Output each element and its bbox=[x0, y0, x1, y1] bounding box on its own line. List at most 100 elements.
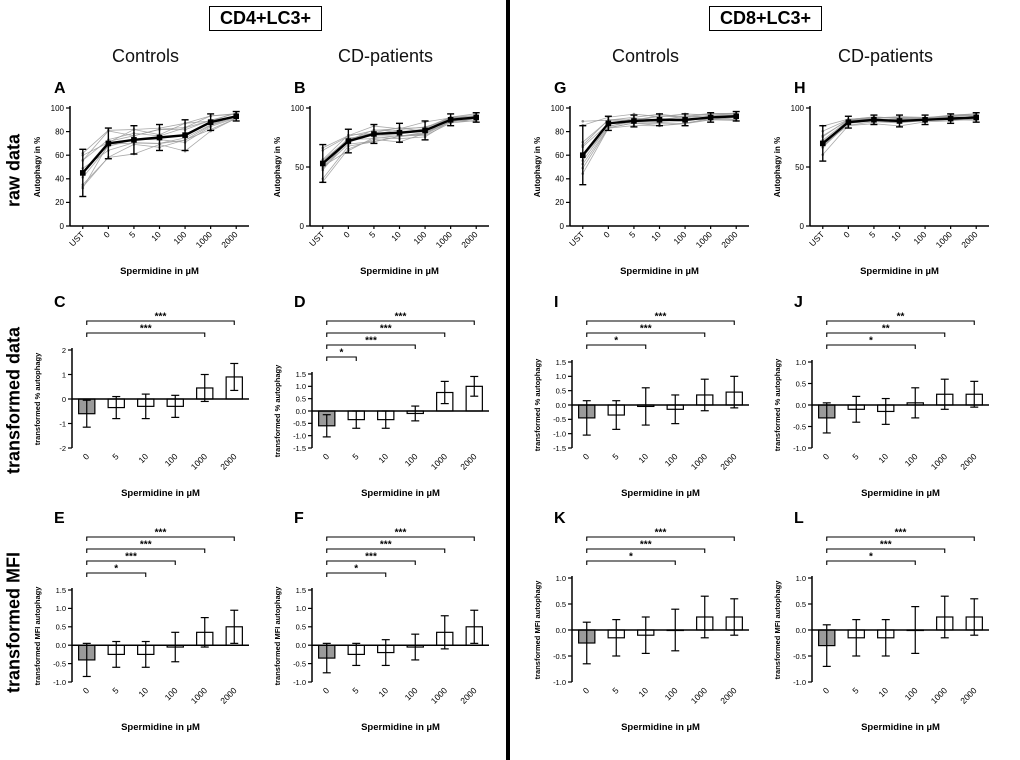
svg-text:100: 100 bbox=[903, 451, 920, 468]
svg-text:80: 80 bbox=[555, 127, 564, 136]
svg-text:0: 0 bbox=[62, 395, 66, 404]
svg-text:1000: 1000 bbox=[689, 451, 710, 472]
panel-letter-K: K bbox=[554, 510, 566, 527]
svg-text:0: 0 bbox=[321, 451, 332, 462]
svg-text:***: *** bbox=[380, 324, 392, 335]
svg-text:2000: 2000 bbox=[719, 229, 740, 250]
svg-text:100: 100 bbox=[671, 229, 688, 246]
svg-text:0: 0 bbox=[581, 451, 592, 462]
svg-text:2: 2 bbox=[62, 346, 66, 355]
svg-text:0: 0 bbox=[601, 229, 612, 240]
svg-text:-1.0: -1.0 bbox=[553, 429, 566, 438]
svg-text:*: * bbox=[354, 564, 358, 575]
chart-C: -2 -1 0 1 2 0 5 10 100 1000 2000 ****** transformed … bbox=[33, 312, 249, 499]
svg-text:10: 10 bbox=[376, 451, 390, 465]
svg-text:5: 5 bbox=[610, 685, 621, 696]
panel-I: I -1.5 -1.0 -0.5 0.0 0.5 1.0 1.5 0 5 10 100 1000 2000… bbox=[528, 294, 763, 504]
svg-text:0: 0 bbox=[341, 229, 352, 240]
svg-text:0: 0 bbox=[81, 685, 92, 696]
svg-text:Spermidine in µM: Spermidine in µM bbox=[620, 266, 699, 277]
svg-text:***: *** bbox=[395, 312, 407, 323]
svg-text:*: * bbox=[340, 348, 344, 359]
svg-text:***: *** bbox=[640, 540, 652, 551]
svg-text:10: 10 bbox=[636, 451, 650, 465]
panel-J: J -1.0 -0.5 0.0 0.5 1.0 0 5 10 100 1000 2000 ** ** * tr… bbox=[768, 294, 1003, 504]
svg-text:Spermidine in µM: Spermidine in µM bbox=[121, 488, 200, 499]
panel-letter-E: E bbox=[54, 510, 65, 527]
svg-text:10: 10 bbox=[649, 229, 663, 243]
panel-letter-H: H bbox=[794, 80, 806, 97]
svg-text:***: *** bbox=[155, 528, 167, 539]
svg-text:transformed MFI autophagy: transformed MFI autophagy bbox=[273, 586, 282, 686]
svg-text:-1.0: -1.0 bbox=[293, 678, 306, 687]
svg-text:-1.5: -1.5 bbox=[293, 444, 306, 453]
svg-text:-0.5: -0.5 bbox=[293, 419, 306, 428]
svg-text:*: * bbox=[614, 336, 618, 347]
svg-text:0: 0 bbox=[800, 222, 805, 231]
panel-letter-C: C bbox=[54, 294, 66, 311]
group-header-cd8: CD8+LC3+ bbox=[528, 6, 1003, 31]
svg-text:UST: UST bbox=[807, 229, 826, 248]
svg-text:5: 5 bbox=[127, 229, 138, 240]
svg-text:1.5: 1.5 bbox=[56, 586, 66, 595]
svg-text:10: 10 bbox=[376, 685, 390, 699]
panel-letter-A: A bbox=[54, 80, 66, 97]
svg-text:Spermidine in µM: Spermidine in µM bbox=[361, 722, 440, 733]
svg-text:**: ** bbox=[897, 312, 905, 323]
svg-text:1000: 1000 bbox=[694, 229, 715, 250]
svg-text:***: *** bbox=[655, 528, 667, 539]
svg-text:0.5: 0.5 bbox=[556, 386, 566, 395]
svg-text:-0.5: -0.5 bbox=[293, 659, 306, 668]
svg-text:2000: 2000 bbox=[458, 685, 479, 706]
svg-text:1.0: 1.0 bbox=[556, 372, 566, 381]
svg-text:100: 100 bbox=[903, 685, 920, 702]
panel-D: D -1.5 -1.0 -0.5 0.0 0.5 1.0 1.5 0 5 10 100 1000 2000… bbox=[268, 294, 503, 504]
svg-text:***: *** bbox=[640, 324, 652, 335]
svg-text:0: 0 bbox=[81, 451, 92, 462]
svg-text:60: 60 bbox=[555, 151, 564, 160]
panel-G: G 0 20 40 60 80 100 UST 0 5 10 100 1000 2000 Autophagy… bbox=[528, 80, 763, 282]
svg-text:1000: 1000 bbox=[189, 451, 210, 472]
svg-text:100: 100 bbox=[403, 685, 420, 702]
svg-text:0: 0 bbox=[300, 222, 305, 231]
svg-text:1000: 1000 bbox=[429, 451, 450, 472]
panel-letter-F: F bbox=[294, 510, 304, 527]
svg-text:***: *** bbox=[140, 540, 152, 551]
panel-K: K -1.0 -0.5 0.0 0.5 1.0 0 5 10 100 1000 2000 *** *** *… bbox=[528, 510, 763, 738]
svg-text:10: 10 bbox=[389, 229, 403, 243]
svg-text:transformed % autophagy: transformed % autophagy bbox=[533, 358, 542, 451]
svg-text:0.5: 0.5 bbox=[796, 600, 806, 609]
panel-letter-J: J bbox=[794, 294, 803, 311]
svg-text:-1.0: -1.0 bbox=[793, 444, 806, 453]
svg-text:*: * bbox=[869, 336, 873, 347]
svg-text:5: 5 bbox=[867, 229, 878, 240]
svg-text:UST: UST bbox=[307, 229, 326, 248]
svg-text:transformed % autophagy: transformed % autophagy bbox=[273, 364, 282, 457]
svg-text:0: 0 bbox=[821, 451, 832, 462]
svg-text:0: 0 bbox=[841, 229, 852, 240]
svg-text:0.0: 0.0 bbox=[56, 641, 66, 650]
svg-text:-1.0: -1.0 bbox=[293, 431, 306, 440]
svg-text:100: 100 bbox=[911, 229, 928, 246]
column-header-controls-cd8: Controls bbox=[611, 46, 680, 66]
svg-text:1000: 1000 bbox=[429, 685, 450, 706]
svg-text:1000: 1000 bbox=[189, 685, 210, 706]
svg-text:***: *** bbox=[895, 528, 907, 539]
svg-text:0.5: 0.5 bbox=[296, 394, 306, 403]
svg-text:transformed MFI autophagy: transformed MFI autophagy bbox=[533, 580, 542, 680]
svg-text:2000: 2000 bbox=[958, 685, 979, 706]
svg-text:100: 100 bbox=[791, 104, 805, 113]
svg-text:transformed MFI autophagy: transformed MFI autophagy bbox=[33, 586, 42, 686]
svg-text:20: 20 bbox=[555, 198, 564, 207]
svg-text:1.5: 1.5 bbox=[296, 586, 306, 595]
svg-text:UST: UST bbox=[567, 229, 586, 248]
panel-letter-L: L bbox=[794, 510, 804, 527]
svg-text:2000: 2000 bbox=[218, 685, 239, 706]
svg-text:1.5: 1.5 bbox=[556, 358, 566, 367]
svg-text:0.5: 0.5 bbox=[556, 600, 566, 609]
svg-text:Autophagy in %: Autophagy in % bbox=[533, 137, 542, 197]
svg-text:100: 100 bbox=[403, 451, 420, 468]
svg-text:0: 0 bbox=[821, 685, 832, 696]
svg-text:1.0: 1.0 bbox=[296, 382, 306, 391]
